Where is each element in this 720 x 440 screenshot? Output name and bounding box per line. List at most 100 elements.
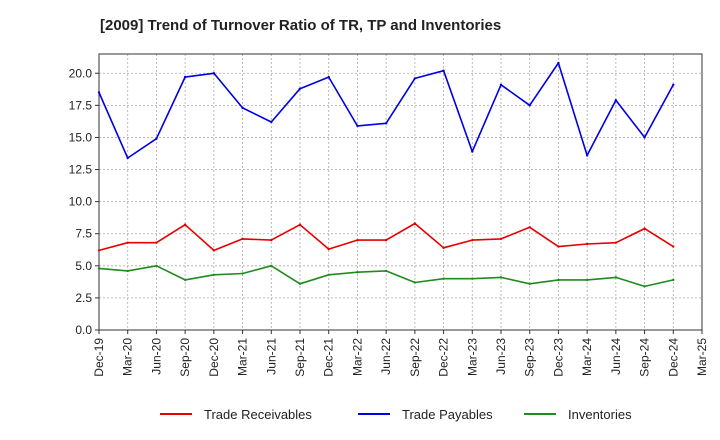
data-point-inventories [413,281,417,284]
data-point-trade-payables [270,120,273,124]
x-tick-label: Jun-23 [494,338,508,375]
data-point-inventories [384,269,388,273]
data-point-inventories [614,276,618,279]
data-point-inventories [356,271,359,274]
data-point-trade-receivables [442,246,445,250]
data-point-trade-payables [155,137,158,140]
data-point-trade-receivables [672,245,675,248]
data-point-trade-receivables [356,238,359,242]
x-tick-label: Mar-21 [236,338,250,376]
data-point-trade-payables [212,72,216,75]
data-point-trade-receivables [528,226,531,229]
data-point-inventories [557,278,560,282]
plot-area [98,53,703,331]
data-point-trade-payables [413,77,417,80]
x-tick-label: Sep-23 [523,338,537,377]
x-tick-label: Mar-20 [121,338,135,376]
x-tick-label: Dec-19 [92,338,106,377]
y-tick-label: 0.0 [75,323,92,337]
x-tick-label: Dec-23 [551,338,565,377]
x-tick-label: Mar-22 [350,338,364,376]
data-point-trade-payables [672,83,675,87]
legend-label-inventories: Inventories [568,407,632,422]
data-point-trade-payables [614,99,618,102]
data-point-trade-payables [183,75,187,79]
data-point-trade-payables [499,83,503,87]
x-tick-label: Sep-21 [293,338,307,377]
data-point-inventories [672,278,675,282]
data-point-trade-payables [442,69,445,72]
data-point-inventories [183,278,187,282]
data-point-trade-receivables [97,249,101,252]
data-point-trade-payables [327,75,330,79]
data-point-trade-receivables [241,237,244,241]
data-point-trade-payables [241,106,244,110]
data-point-trade-payables [97,91,101,94]
data-point-trade-receivables [298,223,302,226]
data-point-trade-receivables [183,223,187,226]
series-lines [97,61,675,288]
data-point-trade-receivables [155,241,158,244]
data-point-inventories [442,277,445,280]
x-tick-label: Sep-20 [178,338,192,377]
x-tick-label: Dec-22 [437,338,451,377]
x-tick-label: Sep-22 [408,338,422,377]
data-point-trade-payables [356,124,359,128]
data-point-trade-receivables [126,241,129,244]
data-point-trade-receivables [471,238,474,242]
data-point-trade-payables [528,104,531,107]
legend-label-trade-receivables: Trade Receivables [204,407,312,422]
y-tick-label: 17.5 [69,98,93,112]
y-tick-label: 12.5 [69,163,93,177]
data-point-trade-payables [585,154,589,157]
data-point-trade-receivables [614,241,618,244]
legend: Trade Receivables Trade Payables Inventori… [160,407,632,422]
x-tick-label: Jun-20 [149,338,163,375]
y-tick-label: 15.0 [69,130,93,144]
x-tick-label: Sep-24 [638,338,652,377]
data-point-trade-receivables [212,249,216,252]
x-tick-label: Dec-24 [666,338,680,377]
data-point-trade-receivables [384,238,388,242]
x-axis: Dec-19 Mar-20 Jun-20 Sep-20 Dec-20 Mar-21 Jun-… [92,330,709,377]
grid [98,54,703,331]
y-tick-label: 20.0 [69,66,93,80]
data-point-trade-receivables [557,245,560,248]
data-point-trade-payables [384,122,388,125]
x-tick-label: Jun-22 [379,338,393,375]
y-tick-label: 5.0 [75,259,92,273]
data-point-inventories [212,273,216,276]
x-tick-label: Mar-25 [695,338,709,376]
data-point-inventories [126,269,129,273]
y-tick-label: 7.5 [75,227,92,241]
data-point-inventories [471,277,474,280]
data-point-inventories [241,272,244,275]
x-tick-label: Dec-20 [207,338,221,377]
data-point-inventories [499,276,503,279]
data-point-trade-receivables [270,238,273,242]
data-point-trade-receivables [499,237,503,241]
data-point-trade-payables [557,61,560,65]
data-point-inventories [327,273,330,276]
data-point-inventories [155,264,158,268]
data-point-inventories [97,267,101,270]
data-point-inventories [528,282,531,285]
data-point-trade-receivables [643,227,646,230]
data-point-trade-payables [643,136,646,139]
data-point-trade-receivables [327,247,330,251]
x-tick-label: Mar-24 [580,338,594,376]
x-tick-label: Jun-24 [609,338,623,375]
chart-title: [2009] Trend of Turnover Ratio of TR, TP… [100,17,501,34]
data-point-trade-payables [298,87,302,90]
y-axis: 0.0 2.5 5.0 7.5 10.0 12.5 15.0 17.5 20.0 [69,66,99,337]
data-point-inventories [643,285,646,288]
data-point-trade-receivables [413,222,417,225]
data-point-trade-payables [126,156,129,160]
data-point-inventories [585,278,589,282]
data-point-inventories [270,264,273,268]
x-tick-label: Mar-23 [465,338,479,376]
y-tick-label: 2.5 [75,291,92,305]
y-tick-label: 10.0 [69,195,93,209]
data-point-trade-receivables [585,242,589,246]
